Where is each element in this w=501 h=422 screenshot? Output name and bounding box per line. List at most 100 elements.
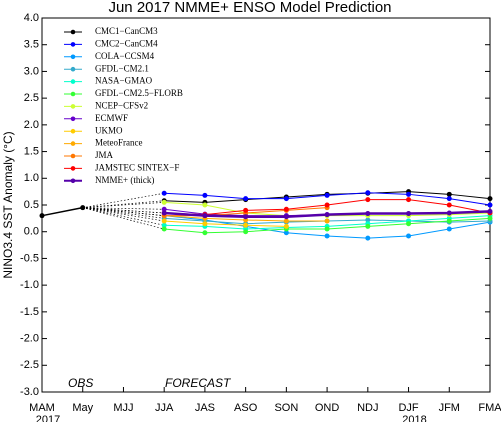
- point: [39, 213, 45, 219]
- legend-marker: [70, 42, 76, 47]
- year-label: 2017: [36, 414, 60, 422]
- point: [446, 202, 452, 208]
- connector: [82, 201, 165, 209]
- point: [324, 212, 330, 218]
- point: [161, 226, 167, 232]
- point: [80, 205, 86, 211]
- point: [243, 229, 249, 235]
- point: [365, 217, 371, 223]
- x-tick-label: JJA: [155, 402, 174, 414]
- legend-marker: [70, 116, 76, 122]
- point: [324, 226, 330, 232]
- point: [202, 230, 208, 236]
- connector: [82, 207, 165, 217]
- legend-label: ECMWF: [95, 113, 128, 123]
- point: [487, 208, 493, 214]
- y-tick-label: 4.0: [24, 12, 39, 24]
- legend-marker: [70, 166, 76, 171]
- legend-label: COLA−CCSM4: [95, 51, 155, 61]
- point: [283, 196, 289, 202]
- y-tick-label: 0.5: [24, 199, 39, 211]
- point: [446, 196, 452, 202]
- point: [365, 235, 371, 241]
- y-tick-label: -1.0: [20, 279, 39, 291]
- point: [324, 192, 330, 198]
- legend-label: NCEP−CFSv2: [95, 100, 148, 110]
- connector: [82, 207, 165, 222]
- legend-marker: [70, 29, 76, 35]
- legend-marker: [70, 104, 76, 109]
- legend-label: NMME+ (thick): [95, 175, 154, 185]
- connector: [82, 207, 165, 219]
- y-tick-label: -0.5: [20, 252, 39, 264]
- legend-marker: [70, 79, 76, 84]
- series-line: [164, 220, 287, 227]
- annotation: OBS: [68, 376, 93, 390]
- connector: [82, 207, 165, 214]
- point: [202, 202, 208, 208]
- point: [487, 215, 493, 221]
- obs-line: [41, 206, 83, 217]
- legend-marker: [70, 91, 76, 97]
- x-tick-label: NDJ: [357, 402, 378, 414]
- point: [446, 218, 452, 224]
- y-tick-label: -2.5: [20, 359, 39, 371]
- point: [283, 223, 289, 229]
- connector: [82, 207, 165, 217]
- y-tick-label: 0.0: [24, 226, 39, 238]
- point: [161, 190, 167, 196]
- x-tick-label: May: [72, 402, 93, 414]
- y-tick-label: -2.0: [20, 332, 39, 344]
- legend-marker: [70, 178, 76, 184]
- legend-label: CMC2−CanCM4: [95, 38, 158, 48]
- point: [365, 223, 371, 229]
- point: [283, 206, 289, 212]
- legend-label: NASA−GMAO: [95, 76, 153, 86]
- legend-label: JMA: [95, 150, 114, 160]
- y-tick-label: 2.0: [24, 119, 39, 131]
- x-tick-label: MJJ: [113, 402, 133, 414]
- y-tick-label: -3.0: [20, 386, 39, 398]
- point: [243, 222, 249, 228]
- legend-marker: [70, 54, 76, 60]
- legend-label: JAMSTEC SINTEX−F: [95, 162, 179, 172]
- legend-marker: [70, 153, 76, 159]
- connector: [82, 200, 165, 209]
- plot-frame: [41, 17, 491, 393]
- connector: [82, 207, 165, 226]
- point: [324, 202, 330, 208]
- point: [406, 233, 412, 239]
- point: [243, 207, 249, 213]
- y-axis-label: NINO3.4 SST Anomaly (°C): [1, 131, 15, 278]
- point: [446, 210, 452, 216]
- point: [161, 199, 167, 205]
- point: [365, 190, 371, 196]
- legend-label: MeteoFrance: [95, 138, 142, 148]
- chart-title: Jun 2017 NMME+ ENSO Model Prediction: [108, 0, 391, 16]
- point: [243, 214, 249, 220]
- point: [487, 196, 493, 202]
- legend-label: CMC1−CanCM3: [95, 26, 158, 36]
- x-tick-label: ASO: [234, 402, 258, 414]
- connector: [82, 207, 165, 217]
- point: [161, 206, 167, 212]
- annotation: FORECAST: [165, 376, 232, 390]
- y-tick-label: -1.5: [20, 306, 39, 318]
- legend-marker: [70, 128, 76, 134]
- point: [283, 230, 289, 236]
- point: [446, 226, 452, 232]
- legend-label: GFDL−CM2.5−FLORB: [95, 88, 183, 98]
- point: [243, 196, 249, 202]
- legend-label: UKMO: [95, 125, 123, 135]
- legend: CMC1−CanCM3 CMC2−CanCM4 COLA−CCSM4 GFDL−CM2…: [64, 26, 183, 185]
- x-tick-label: MAM: [29, 402, 55, 414]
- connector: [82, 192, 165, 209]
- y-tick-label: 1.5: [24, 145, 39, 157]
- point: [283, 218, 289, 224]
- point: [161, 222, 167, 228]
- point: [406, 191, 412, 197]
- point: [406, 221, 412, 227]
- connector: [82, 207, 165, 214]
